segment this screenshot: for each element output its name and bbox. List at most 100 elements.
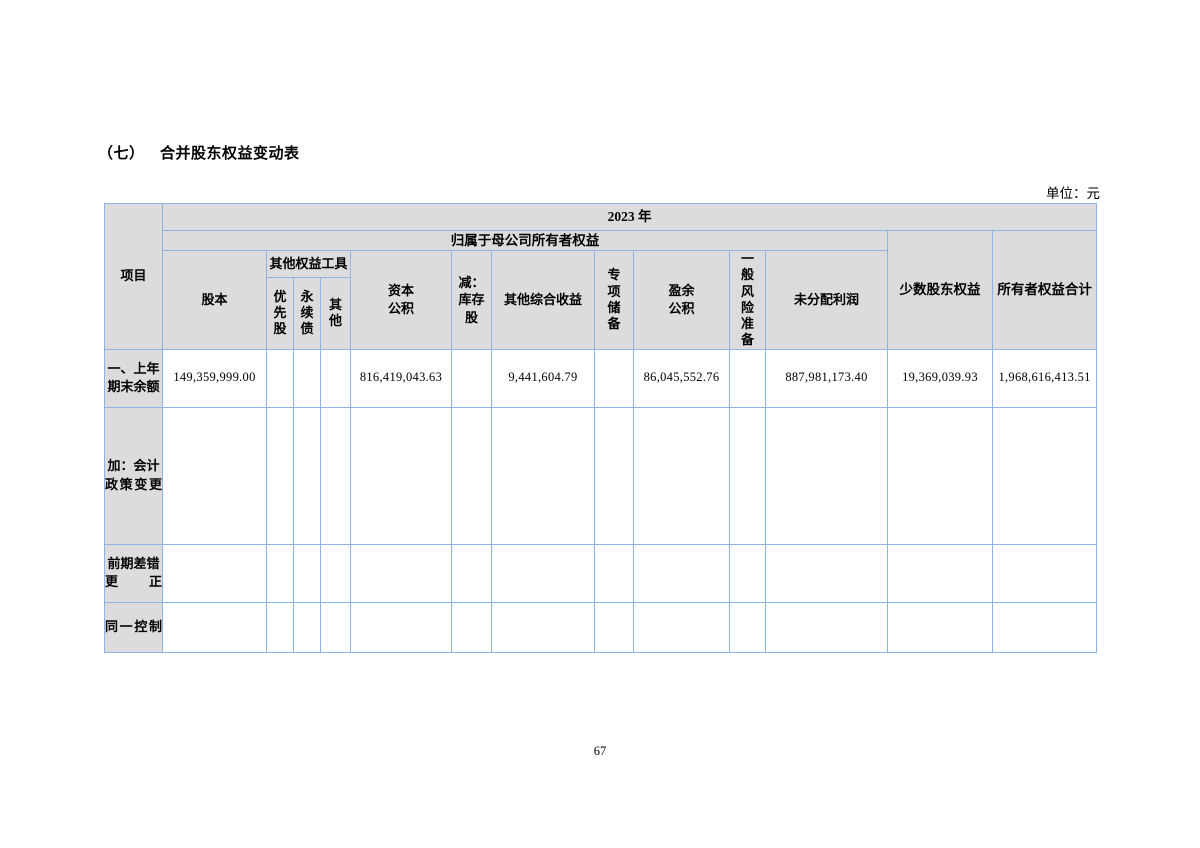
header-cell-year: 2023 年 — [161, 203, 1098, 231]
cell-minority-interests — [887, 543, 993, 603]
cell-share-capital — [162, 543, 267, 603]
row-label: 一、上年期末余额 — [104, 348, 163, 408]
cell-surplus-reserve: 86,045,552.76 — [633, 348, 730, 408]
cell-other-comprehensive-income — [491, 543, 595, 603]
cell-capital-reserve: 816,419,043.63 — [350, 348, 452, 408]
cell-perpetual-bond — [293, 601, 321, 653]
table-header-row-instruments: 优先股 永续债 其他 — [105, 276, 1097, 350]
header-general-risk-reserve-label: 一般风险准备 — [741, 251, 755, 348]
header-cell-perpetual-bond: 永续债 — [293, 276, 321, 350]
cell-other-instrument — [320, 601, 351, 653]
cell-special-reserve — [594, 406, 634, 545]
cell-preferred-stock — [266, 348, 294, 408]
header-other-instrument-label: 其他 — [329, 297, 343, 329]
cell-total-owners-equity — [991, 543, 1098, 603]
cell-other-comprehensive-income — [491, 406, 595, 545]
header-surplus-reserve-label: 盈余公积 — [668, 283, 695, 316]
statement-of-changes-in-equity-table: 项目 2023 年 归属于母公司所有者权益 少数股东权益 所有者权益合计 — [104, 203, 1098, 653]
cell-surplus-reserve — [633, 543, 730, 603]
header-share-capital-label: 股本 — [201, 291, 228, 307]
cell-special-reserve — [594, 348, 634, 408]
unit-label: 单位：元 — [1046, 186, 1100, 201]
cell-undistributed-profit: 887,981,173.40 — [765, 348, 888, 408]
header-cell-less-treasury-stock: 减：库存股 — [451, 250, 492, 350]
row-label: 加：会计政策变更 — [104, 406, 163, 545]
cell-preferred-stock — [266, 543, 294, 603]
header-cell-minority-interests: 少数股东权益 — [887, 230, 993, 350]
cell-undistributed-profit — [765, 406, 888, 545]
cell-total-owners-equity — [991, 601, 1098, 653]
cell-minority-interests — [887, 601, 993, 653]
table-row: 同一控制 — [104, 601, 1098, 653]
header-cell-general-risk-reserve: 一般风险准备 — [729, 250, 766, 350]
section-heading: （七） 合并股东权益变动表 — [98, 142, 300, 163]
cell-less-treasury-stock — [451, 406, 492, 545]
table-header-row-subgroup: 股本 其他权益工具 资本公积 减：库存股 其他综合收益 专项储备 — [105, 250, 1097, 350]
header-cell-surplus-reserve: 盈余公积 — [633, 250, 730, 350]
header-total-owners-equity-label: 所有者权益合计 — [997, 282, 1092, 298]
header-year-label: 2023 年 — [607, 209, 652, 225]
header-parent-equity-label: 归属于母公司所有者权益 — [450, 233, 600, 248]
header-cell-other-equity-instruments: 其他权益工具 — [266, 250, 351, 278]
cell-minority-interests — [887, 406, 993, 545]
header-less-treasury-stock-label: 减：库存股 — [458, 274, 485, 325]
section-number: （七） — [98, 146, 145, 162]
cell-other-instrument — [320, 406, 351, 545]
header-cell-item: 项目 — [104, 203, 163, 350]
header-cell-undistributed-profit: 未分配利润 — [765, 250, 888, 350]
cell-surplus-reserve — [633, 601, 730, 653]
cell-less-treasury-stock — [451, 601, 492, 653]
header-perpetual-bond-label: 永续债 — [300, 288, 314, 337]
table-header-row-group: 归属于母公司所有者权益 少数股东权益 所有者权益合计 — [105, 229, 1098, 350]
cell-other-comprehensive-income: 9,441,604.79 — [491, 348, 595, 408]
cell-undistributed-profit — [765, 601, 888, 653]
header-special-reserve-label: 专项储备 — [607, 267, 621, 332]
header-preferred-stock-label: 优先股 — [273, 288, 287, 337]
row-label: 前期差错更正 — [104, 543, 163, 603]
page-number: 67 — [593, 744, 607, 758]
cell-minority-interests: 19,369,039.93 — [887, 348, 993, 408]
cell-less-treasury-stock — [451, 543, 492, 603]
cell-capital-reserve — [350, 601, 452, 653]
cell-special-reserve — [594, 601, 634, 653]
section-title: 合并股东权益变动表 — [160, 146, 300, 162]
header-cell-share-capital: 股本 — [162, 250, 267, 350]
cell-surplus-reserve — [633, 406, 730, 545]
table-row: 前期差错更正 — [104, 543, 1098, 603]
cell-total-owners-equity — [991, 406, 1098, 545]
table-header-row-year: 项目 2023 年 — [104, 203, 1098, 350]
cell-total-owners-equity: 1,968,616,413.51 — [991, 348, 1098, 408]
header-cell-preferred-stock: 优先股 — [266, 276, 294, 350]
cell-general-risk-reserve — [729, 348, 766, 408]
header-minority-interests-label: 少数股东权益 — [899, 282, 981, 298]
cell-undistributed-profit — [765, 543, 888, 603]
table-row: 一、上年期末余额 149,359,999.00 816,419,043.63 9… — [104, 348, 1098, 408]
cell-preferred-stock — [266, 406, 294, 545]
cell-preferred-stock — [266, 601, 294, 653]
header-cell-other-instrument: 其他 — [320, 276, 351, 350]
header-other-equity-instruments-label: 其他权益工具 — [269, 256, 348, 272]
header-other-comprehensive-income-label: 其他综合收益 — [503, 291, 582, 307]
cell-perpetual-bond — [293, 406, 321, 545]
cell-capital-reserve — [350, 406, 452, 545]
cell-other-comprehensive-income — [491, 601, 595, 653]
header-cell-parent-equity: 归属于母公司所有者权益 — [162, 229, 888, 252]
cell-share-capital — [162, 601, 267, 653]
cell-other-instrument — [320, 543, 351, 603]
cell-perpetual-bond — [293, 348, 321, 408]
cell-special-reserve — [594, 543, 634, 603]
cell-share-capital: 149,359,999.00 — [162, 348, 267, 408]
header-capital-reserve-label: 资本公积 — [388, 283, 415, 316]
cell-perpetual-bond — [293, 543, 321, 603]
cell-share-capital — [162, 406, 267, 545]
cell-less-treasury-stock — [451, 348, 492, 408]
header-cell-other-comprehensive-income: 其他综合收益 — [491, 250, 595, 350]
header-cell-total-owners-equity: 所有者权益合计 — [991, 230, 1098, 350]
cell-general-risk-reserve — [729, 601, 766, 653]
header-cell-capital-reserve: 资本公积 — [350, 250, 452, 350]
header-item-label: 项目 — [120, 268, 147, 284]
header-undistributed-profit-label: 未分配利润 — [793, 291, 859, 307]
cell-general-risk-reserve — [729, 543, 766, 603]
cell-general-risk-reserve — [729, 406, 766, 545]
